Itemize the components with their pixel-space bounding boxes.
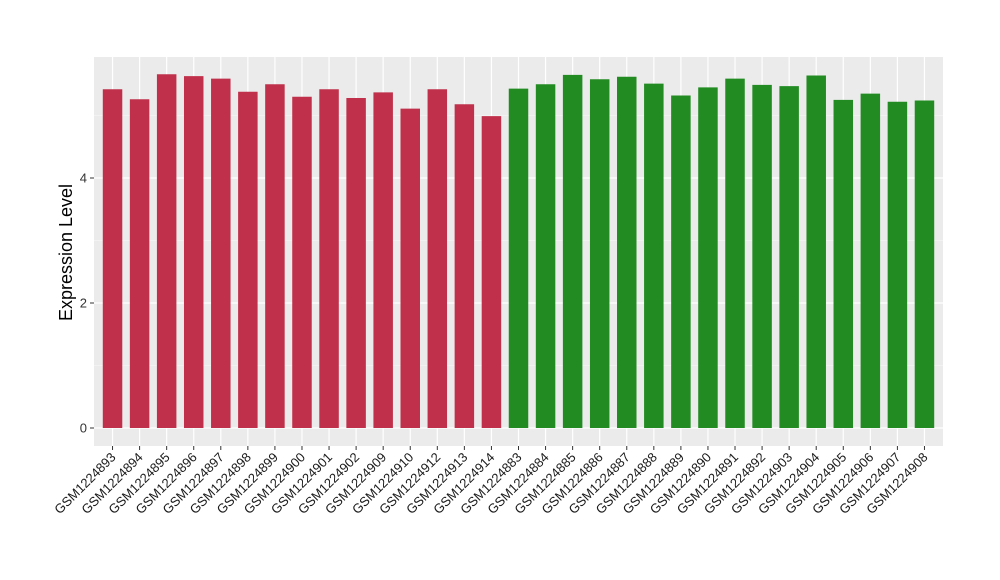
bar-GSM1224892 (752, 84, 772, 429)
y-tick-label: 0 (80, 421, 87, 436)
bar-GSM1224914 (481, 116, 502, 429)
bar-GSM1224897 (211, 78, 231, 429)
bar-GSM1224895 (156, 74, 177, 428)
bar-GSM1224907 (887, 101, 908, 428)
bar-GSM1224912 (427, 89, 448, 428)
y-tick-label: 4 (80, 171, 87, 186)
y-axis: 0 2 4 (80, 171, 94, 436)
bars (102, 74, 935, 429)
bar-GSM1224901 (319, 89, 339, 428)
bar-GSM1224904 (806, 75, 826, 428)
bar-GSM1224894 (129, 99, 150, 428)
bar-GSM1224900 (292, 96, 312, 428)
y-tick-label: 2 (80, 296, 87, 311)
bar-GSM1224886 (589, 79, 610, 428)
bar-GSM1224913 (454, 104, 475, 428)
bar-GSM1224909 (373, 92, 393, 429)
bar-GSM1224896 (183, 76, 204, 429)
x-axis: GSM1224893GSM1224894GSM1224895GSM1224896… (51, 446, 931, 517)
bar-GSM1224888 (644, 83, 664, 429)
bar-GSM1224905 (833, 99, 854, 429)
bar-GSM1224890 (698, 87, 718, 429)
bar-GSM1224908 (914, 100, 935, 428)
bar-GSM1224902 (346, 98, 366, 428)
bar-GSM1224899 (265, 84, 285, 428)
bar-GSM1224910 (400, 108, 420, 429)
bar-GSM1224884 (535, 84, 556, 428)
bar-GSM1224906 (860, 93, 881, 429)
bar-GSM1224898 (238, 91, 258, 428)
bar-GSM1224893 (102, 89, 123, 428)
bar-GSM1224903 (779, 86, 799, 429)
bar-GSM1224887 (617, 76, 637, 428)
bar-GSM1224885 (562, 74, 583, 429)
bar-GSM1224891 (725, 78, 745, 429)
y-axis-title: Expression Level (56, 184, 76, 321)
bar-GSM1224883 (508, 88, 529, 429)
bar-GSM1224889 (671, 95, 691, 428)
